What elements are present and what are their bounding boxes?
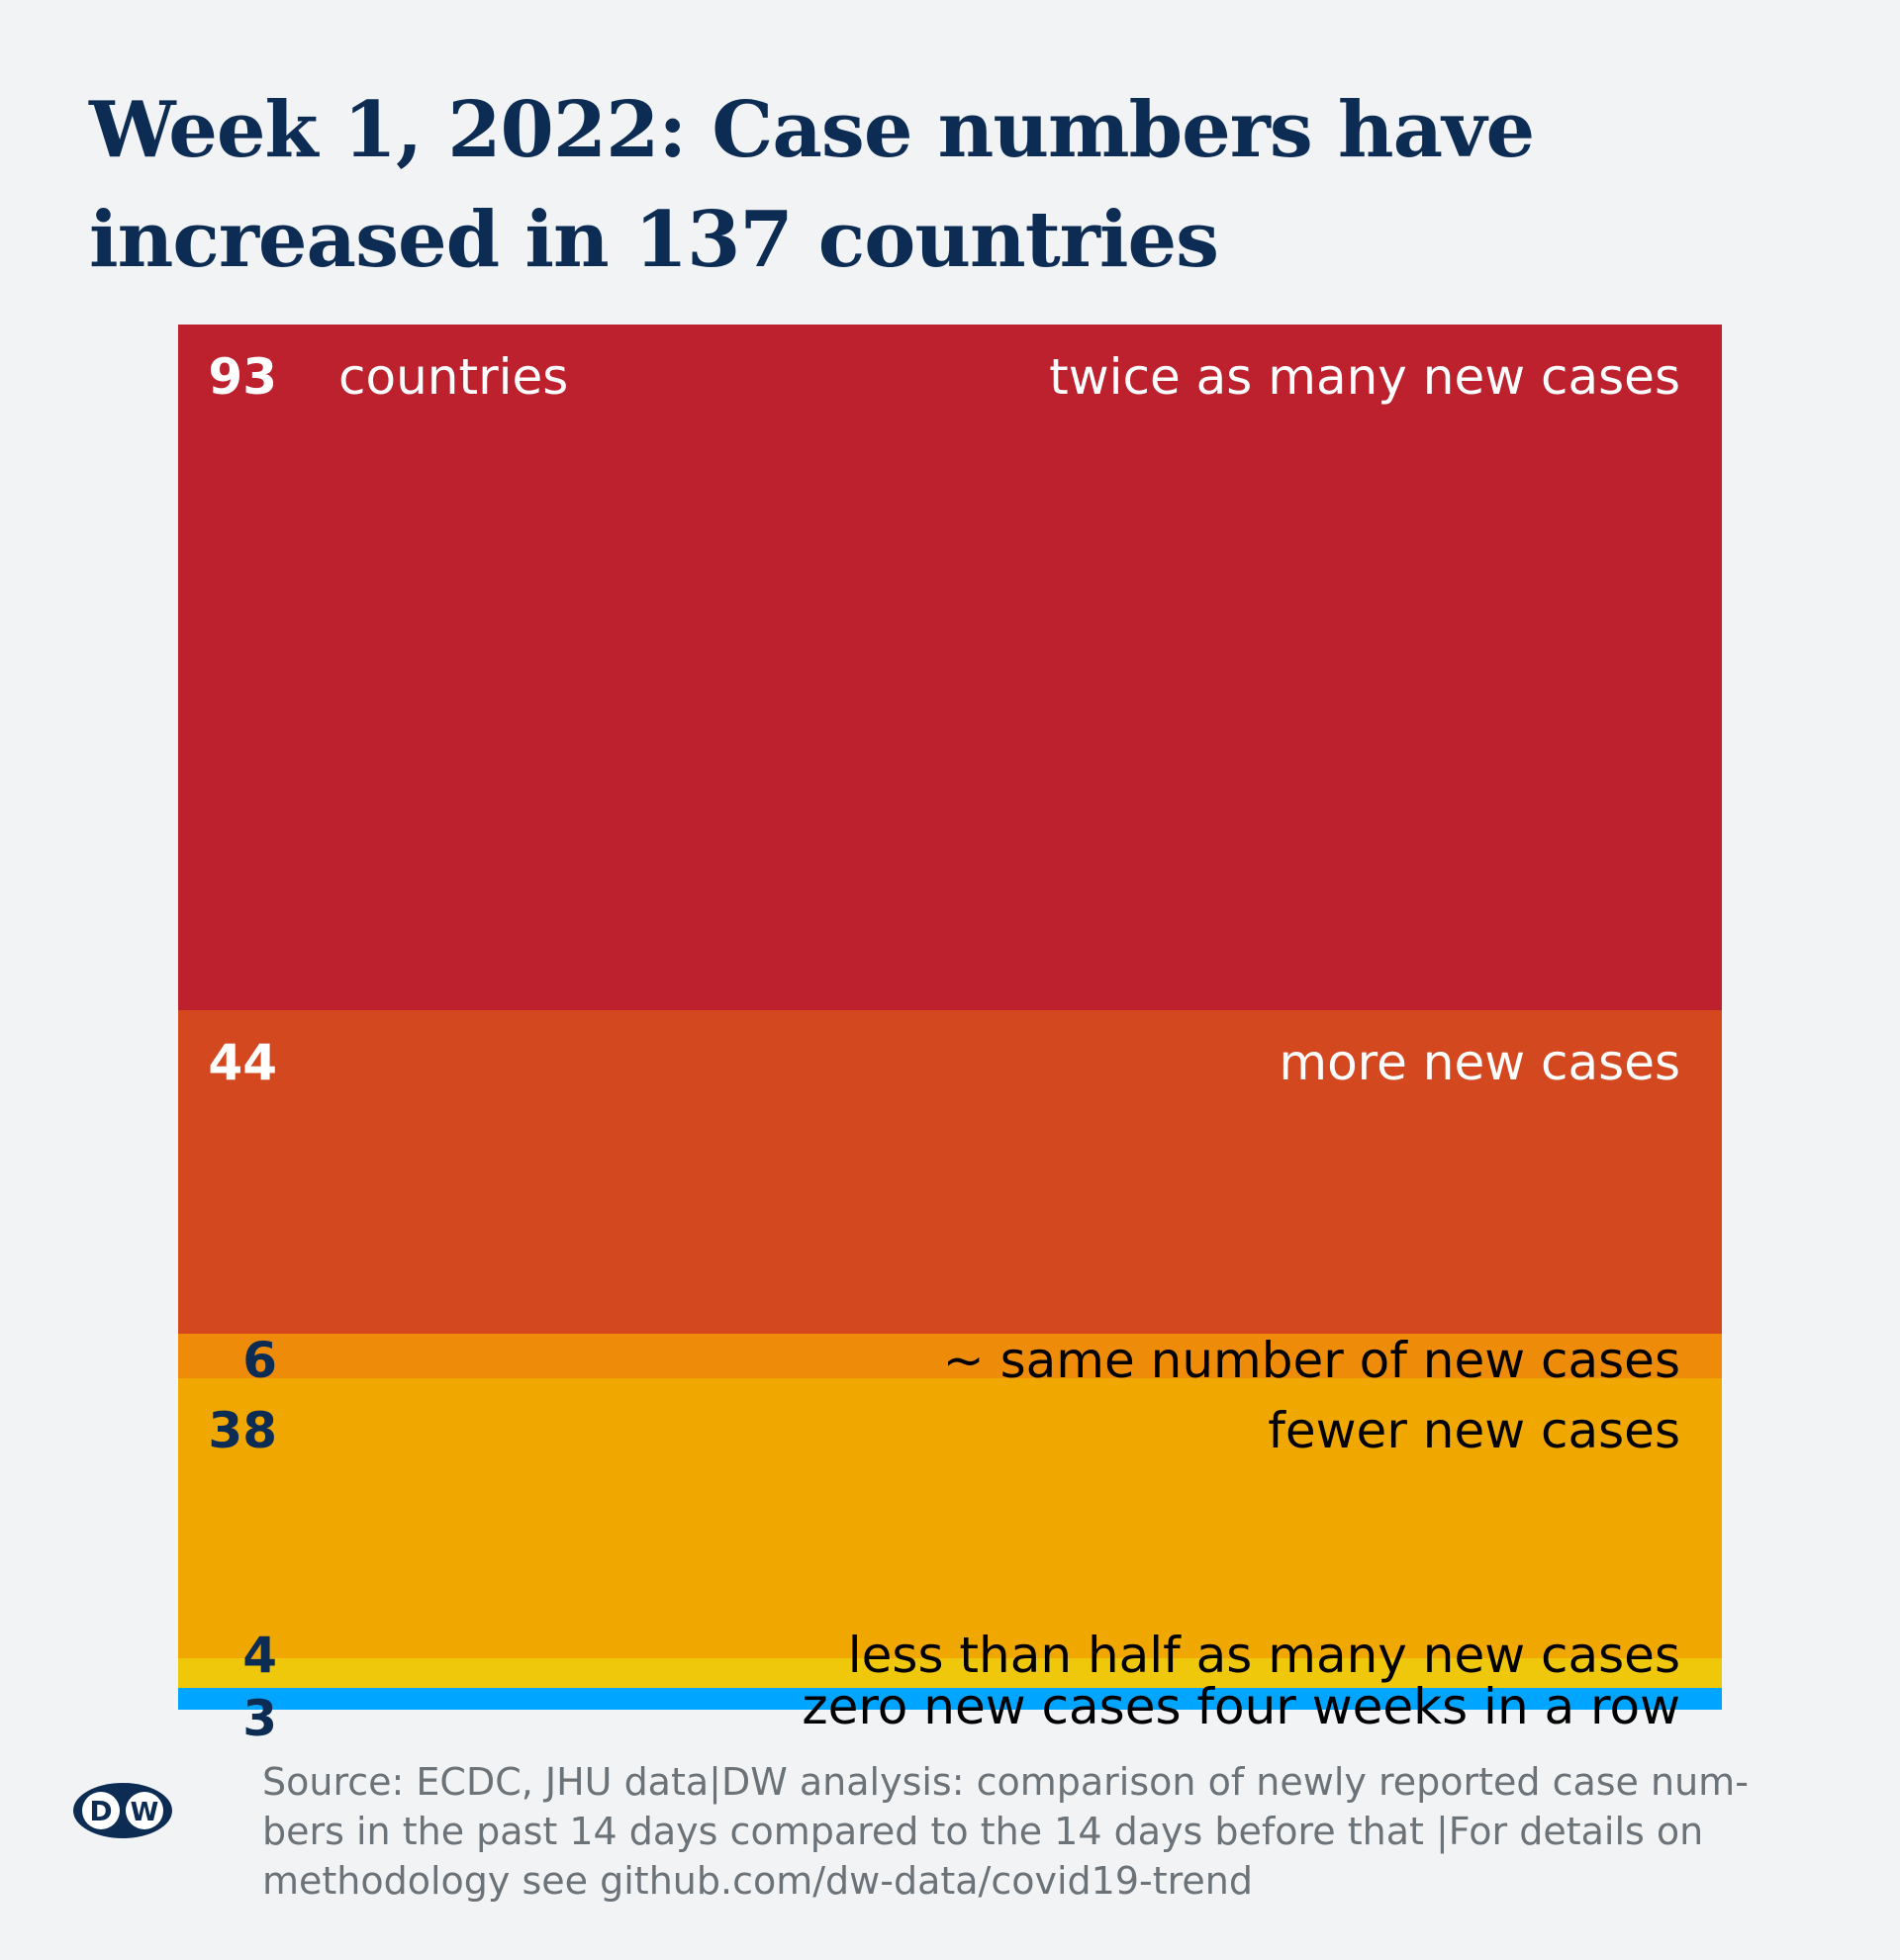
stacked-bar-chart: 93 twice as many new cases countries 44 more… bbox=[178, 325, 1722, 1710]
source-line-3: methodology see github.com/dw-data/covid… bbox=[262, 1859, 1253, 1903]
category-label: less than half as many new cases bbox=[848, 1631, 1680, 1680]
chart-title: Week 1, 2022: Case numbers have increase… bbox=[89, 75, 1771, 295]
bar-segment bbox=[178, 325, 1722, 1010]
count-label: 4 bbox=[79, 1631, 277, 1680]
count-label: 38 bbox=[79, 1406, 277, 1455]
count-label: 3 bbox=[79, 1694, 277, 1743]
chart-title-line-1: Week 1, 2022: Case numbers have bbox=[89, 85, 1534, 175]
category-label: fewer new cases bbox=[1268, 1406, 1680, 1455]
category-label: more new cases bbox=[1279, 1038, 1680, 1087]
source-line-2: bers in the past 14 days compared to the… bbox=[262, 1810, 1703, 1853]
count-label: 44 bbox=[79, 1038, 277, 1087]
svg-text:D: D bbox=[89, 1795, 112, 1827]
source-line-1: Source: ECDC, JHU data|DW analysis: comp… bbox=[262, 1760, 1749, 1804]
category-label: twice as many new cases bbox=[1049, 352, 1680, 402]
count-label: 93 bbox=[79, 352, 277, 402]
dw-logo: D W bbox=[71, 1781, 174, 1840]
unit-label: countries bbox=[338, 352, 568, 402]
svg-text:W: W bbox=[131, 1798, 159, 1827]
source-note: Source: ECDC, JHU data|DW analysis: comp… bbox=[262, 1757, 1846, 1906]
chart-title-line-2: increased in 137 countries bbox=[89, 195, 1218, 285]
category-label: zero new cases four weeks in a row bbox=[802, 1682, 1680, 1731]
